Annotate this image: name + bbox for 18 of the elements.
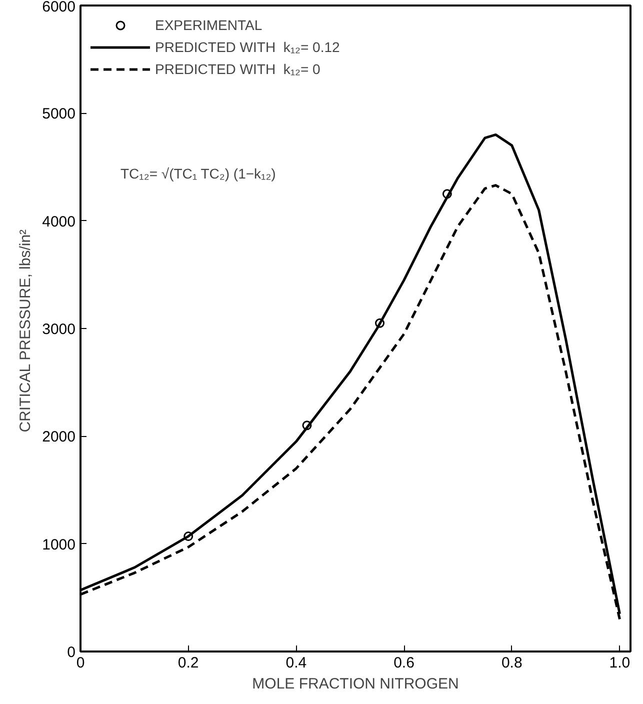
y-tick-label: 2000 — [42, 428, 76, 446]
x-tick-label: 0.2 — [178, 654, 199, 672]
x-axis-title: MOLE FRACTION NITROGEN — [252, 676, 459, 692]
legend-label: PREDICTED WITH k₁₂= 0.12 — [155, 39, 340, 55]
legend-label: PREDICTED WITH k₁₂= 0 — [155, 61, 320, 77]
y-tick-label: 4000 — [42, 213, 76, 230]
x-tick-label: 0.6 — [394, 654, 414, 672]
y-tick-label: 1000 — [42, 536, 76, 554]
x-tick-label: 0.4 — [286, 654, 307, 672]
x-tick-label: 1.0 — [609, 654, 630, 672]
y-tick-label: 5000 — [42, 106, 76, 123]
x-tick-label: 0.8 — [501, 654, 522, 672]
y-axis-title: CRITICAL PRESSURE, lbs/in² — [17, 229, 34, 432]
annotation: TC₁₂= √(TC₁ TC₂) (1−k₁₂) — [120, 166, 276, 182]
y-tick-label: 6000 — [42, 0, 76, 16]
y-tick-label: 0 — [67, 644, 76, 661]
legend-label: EXPERIMENTAL — [155, 17, 262, 33]
y-tick-label: 3000 — [42, 321, 76, 338]
